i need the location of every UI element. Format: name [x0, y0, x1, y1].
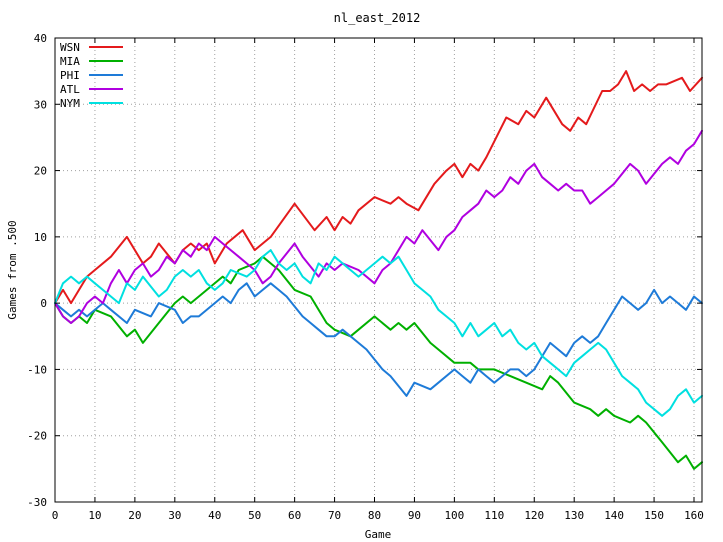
chart-title: nl_east_2012: [334, 11, 421, 25]
x-tick-label: 0: [52, 509, 59, 522]
x-tick-label: 160: [684, 509, 704, 522]
x-tick-label: 10: [88, 509, 101, 522]
y-tick-label: 30: [34, 98, 47, 111]
y-tick-label: 20: [34, 165, 47, 178]
y-tick-label: 40: [34, 32, 47, 45]
series-line-atl: [54, 129, 703, 324]
x-tick-label: 40: [208, 509, 221, 522]
legend-label-phi: PHI: [60, 69, 80, 82]
legend-label-atl: ATL: [60, 83, 80, 96]
legend-label-nym: NYM: [60, 97, 80, 110]
y-axis-label: Games from .500: [6, 220, 19, 319]
x-tick-label: 70: [328, 509, 341, 522]
x-tick-label: 120: [524, 509, 544, 522]
plot-frame: [54, 37, 703, 503]
x-tick-label: 100: [444, 509, 464, 522]
x-tick-label: 150: [644, 509, 664, 522]
y-tick-label: -10: [27, 363, 47, 376]
tick-marks: [54, 37, 702, 503]
x-tick-label: 30: [168, 509, 181, 522]
x-tick-label: 90: [408, 509, 421, 522]
x-tick-label: 130: [564, 509, 584, 522]
y-tick-label: -20: [27, 430, 47, 443]
x-tick-label: 20: [128, 509, 141, 522]
x-tick-labels: 0 10 20 30 40 50 60 70 80 90 100 110 120 130 140 150 160: [52, 509, 704, 522]
legend-label-mia: MIA: [60, 55, 80, 68]
x-tick-label: 140: [604, 509, 624, 522]
series-line-nym: [54, 249, 703, 417]
y-tick-labels: -30 -20 -10 0 10 20 30 40: [27, 32, 47, 509]
x-tick-label: 50: [248, 509, 261, 522]
series-line-phi: [54, 282, 703, 397]
series-line-mia: [54, 255, 703, 470]
series-lines: [54, 70, 703, 470]
y-tick-label: -30: [27, 496, 47, 509]
x-tick-label: 60: [288, 509, 301, 522]
x-tick-label: 110: [484, 509, 504, 522]
y-tick-label: 10: [34, 231, 47, 244]
legend-label-wsn: WSN: [60, 41, 80, 54]
x-axis-label: Game: [365, 528, 392, 541]
x-tick-label: 80: [368, 509, 381, 522]
y-tick-label: 0: [40, 297, 47, 310]
